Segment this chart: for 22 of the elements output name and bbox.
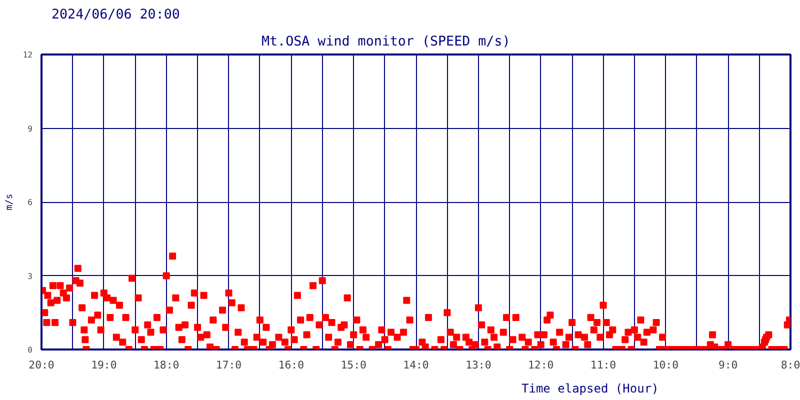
x-tick-label: 16:0 [278,358,304,372]
x-tick-label: 18:0 [154,358,180,372]
x-axis-title: Time elapsed (Hour) [522,382,659,396]
chart-subtitle: 2024/06/06 20:00 [52,8,180,22]
x-tick-label: 10:0 [652,358,679,372]
x-tick-label: 11:0 [590,358,616,372]
y-tick-label: 6 [28,198,33,207]
x-tick-label: 19:0 [91,358,117,372]
x-tick-label: 20:0 [28,358,54,372]
x-tick-label: 12:0 [528,358,554,372]
x-tick-label: 15:0 [340,358,366,372]
y-tick-label: 0 [28,346,33,354]
y-axis-title: m/s [4,194,15,210]
x-tick-label: 17:0 [216,358,242,372]
y-tick-label: 3 [28,272,33,281]
y-tick-label: 9 [28,124,33,134]
x-tick-label: 14:0 [403,358,429,372]
y-tick-label: 12 [22,50,33,60]
x-tick-label: 9:0 [718,358,738,372]
x-tick-label: 8:0 [780,358,800,372]
x-tick-label: 13:0 [466,358,492,372]
chart-title: Mt.OSA wind monitor (SPEED m/s) [262,34,510,50]
